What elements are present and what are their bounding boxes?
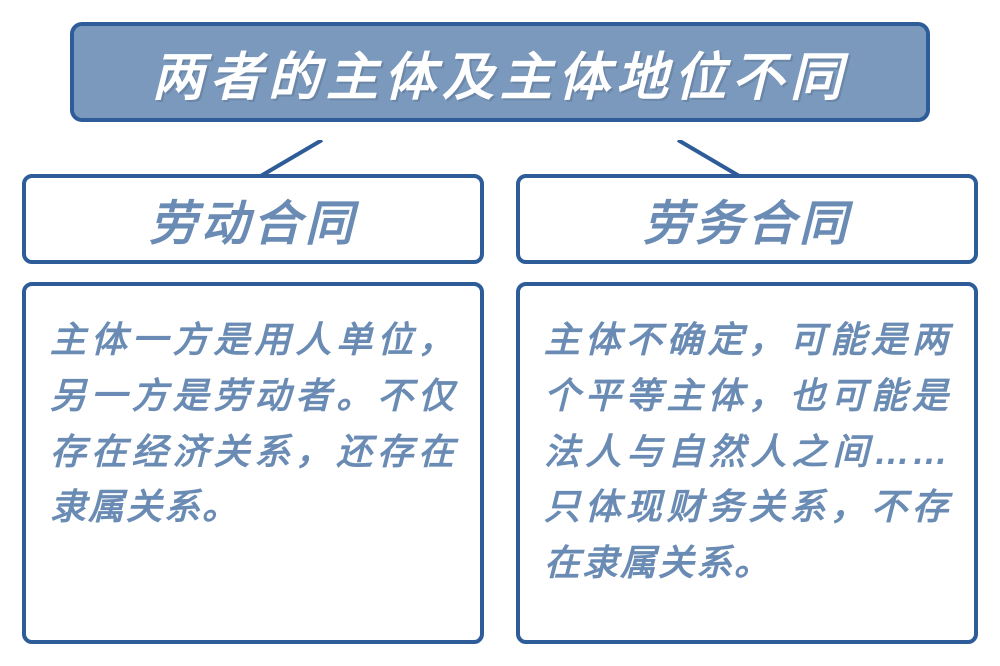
body-right: 主体不确定，可能是两个平等主体，也可能是法人与自然人之间……只体现财务关系，不存… xyxy=(516,282,978,644)
subheader-right: 劳务合同 xyxy=(516,174,978,264)
subheader-right-title: 劳务合同 xyxy=(643,184,851,254)
body-left: 主体一方是用人单位，另一方是劳动者。不仅存在经济关系，还存在隶属关系。 xyxy=(22,282,484,644)
body-left-text: 主体一方是用人单位，另一方是劳动者。不仅存在经济关系，还存在隶属关系。 xyxy=(50,312,456,535)
columns-wrapper: 劳动合同 主体一方是用人单位，另一方是劳动者。不仅存在经济关系，还存在隶属关系。… xyxy=(22,174,978,644)
subheader-left: 劳动合同 xyxy=(22,174,484,264)
column-right: 劳务合同 主体不确定，可能是两个平等主体，也可能是法人与自然人之间……只体现财务… xyxy=(516,174,978,644)
column-left: 劳动合同 主体一方是用人单位，另一方是劳动者。不仅存在经济关系，还存在隶属关系。 xyxy=(22,174,484,644)
subheader-left-title: 劳动合同 xyxy=(149,184,357,254)
header-box: 两者的主体及主体地位不同 xyxy=(70,22,930,122)
header-title: 两者的主体及主体地位不同 xyxy=(152,35,848,110)
diagram-container: 两者的主体及主体地位不同 劳动合同 主体一方是用人单位，另一方是劳动者。不仅存在… xyxy=(22,22,978,644)
body-right-text: 主体不确定，可能是两个平等主体，也可能是法人与自然人之间……只体现财务关系，不存… xyxy=(544,312,950,591)
